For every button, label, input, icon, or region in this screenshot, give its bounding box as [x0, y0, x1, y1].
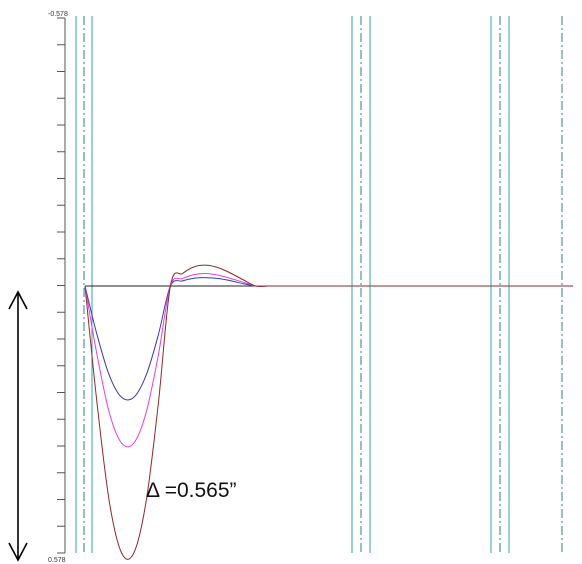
- arrow-head-top: [8, 290, 28, 310]
- deflection-curves: [84, 264, 573, 560]
- arrow-head-bottom: [8, 542, 28, 562]
- max-deflection-annotation: Δ =0.565”: [146, 479, 237, 502]
- y-axis-bottom-tick-label: 0.578: [48, 557, 66, 564]
- support-lines: [75, 16, 563, 553]
- magnitude-arrow: [8, 290, 28, 562]
- y-axis: [57, 17, 66, 554]
- deflection-curve-3: [84, 264, 573, 560]
- y-axis-top-tick-label: -0.578: [48, 11, 68, 18]
